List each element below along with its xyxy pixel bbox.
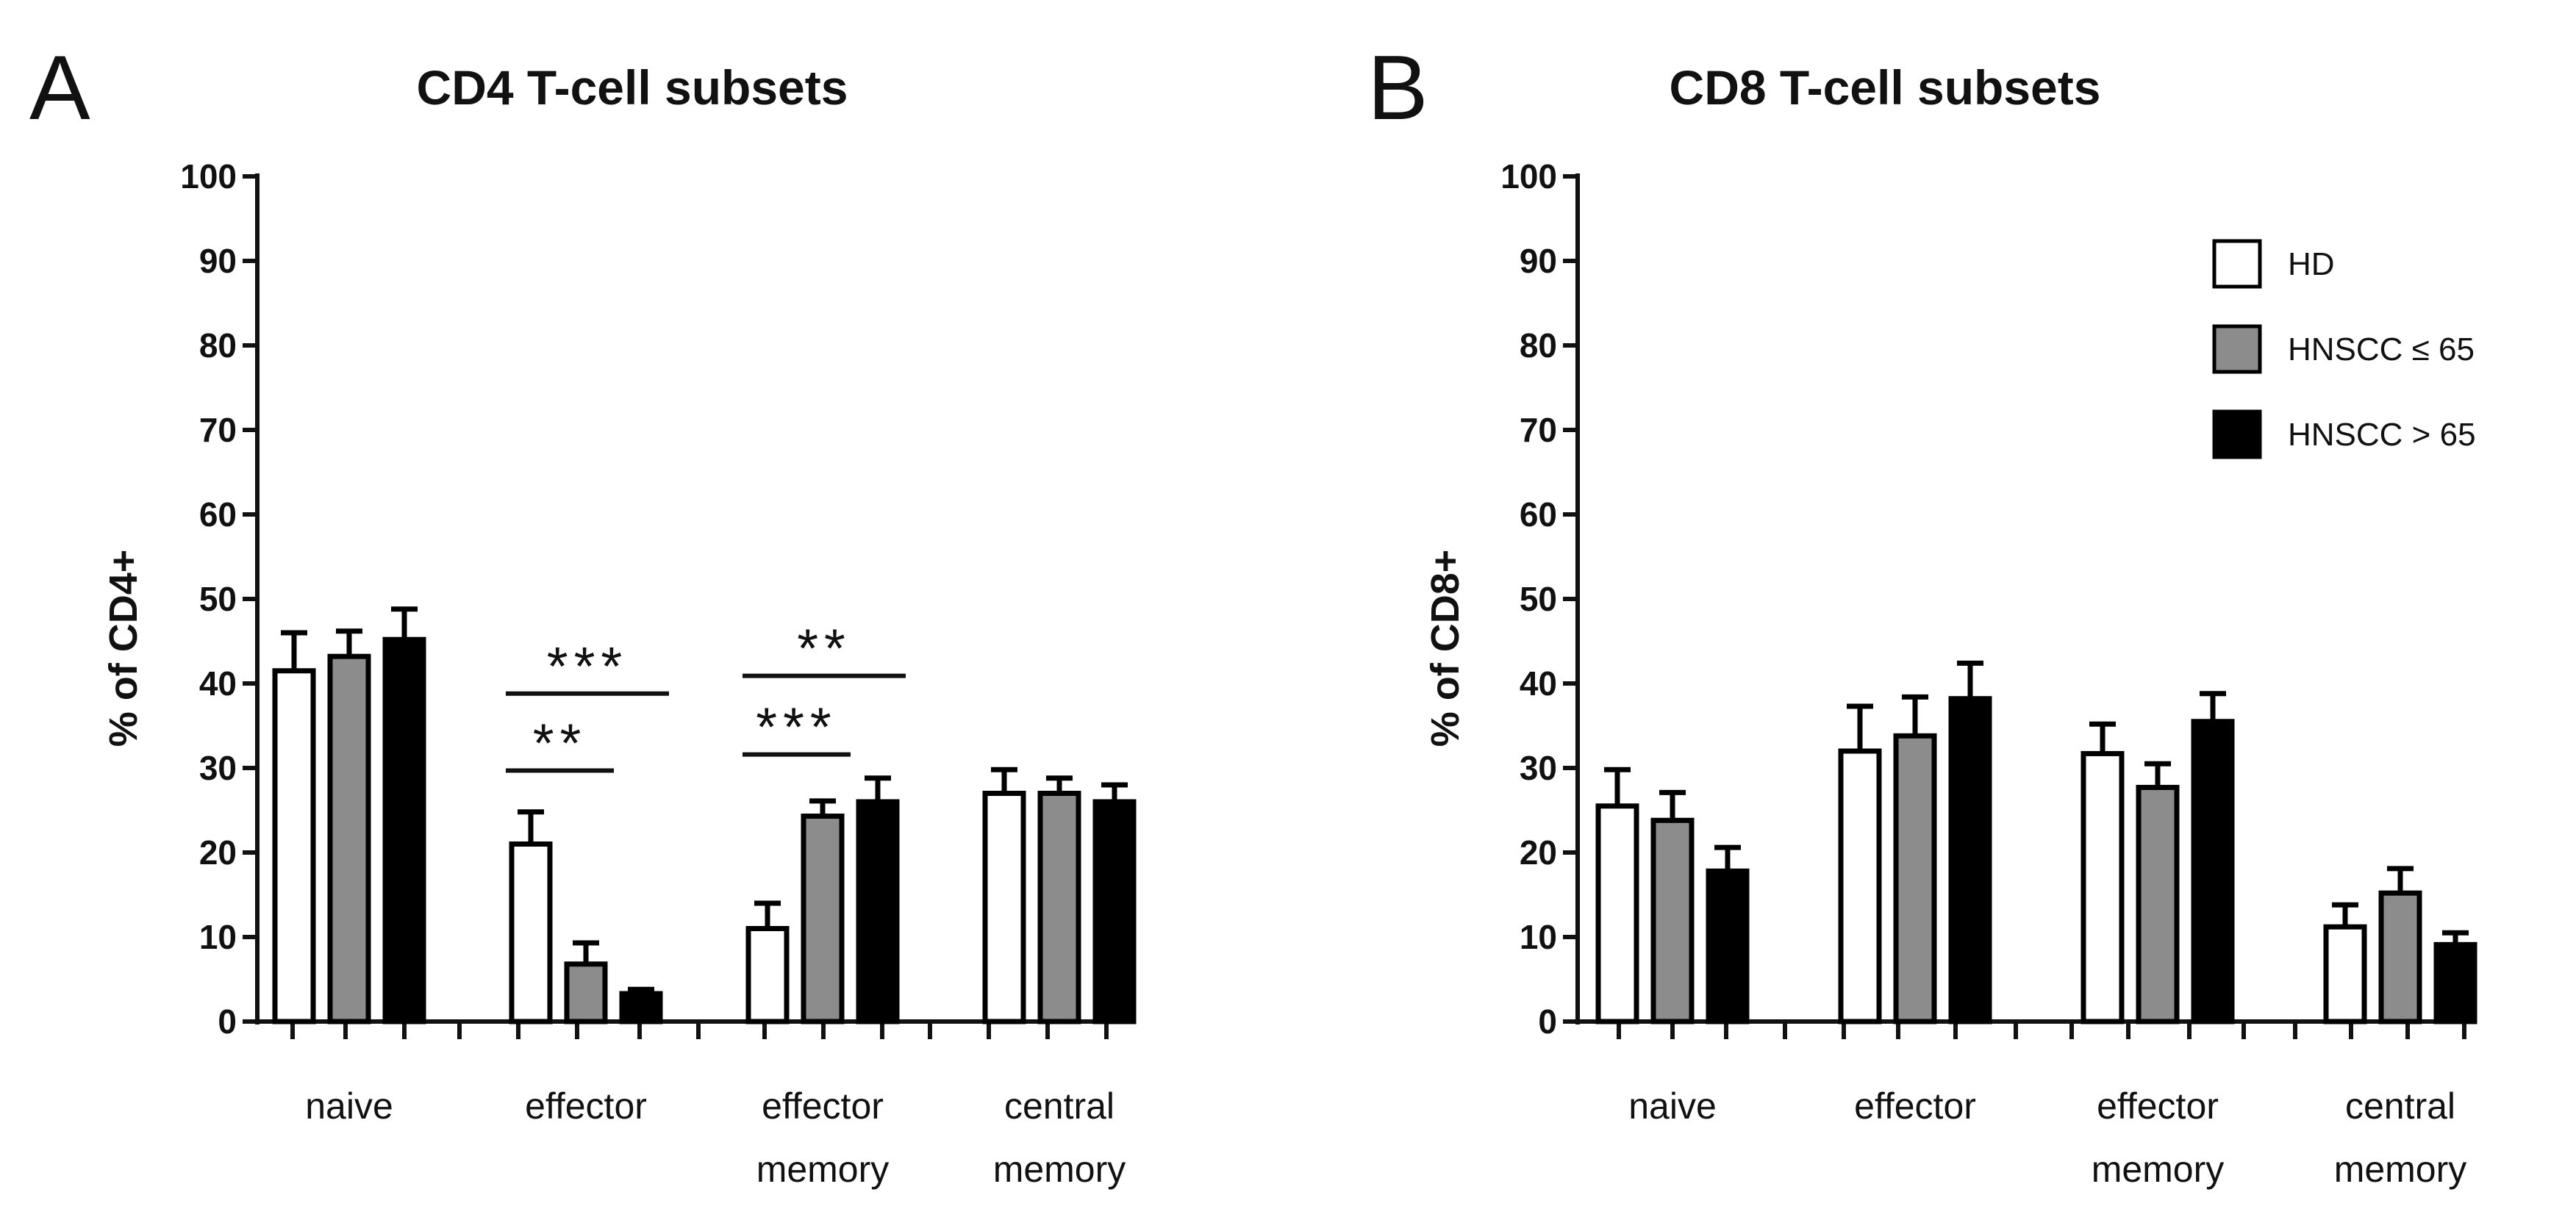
panel-b-bar [1838,748,1882,1024]
panel-b-y-tick-label: 50 [1520,580,1557,618]
panel-b-x-category-label: memory [2092,1149,2225,1190]
panel-a-bar [745,926,790,1024]
panel-a-cd4: A CD4 T-cell subsets % of CD4+ 0 10 20 30 40… [29,37,1137,1190]
panel-b-cd8: B CD8 T-cell subsets % of CD8+ 0 10 20 30 40… [1367,37,2477,1190]
panel-b-legend-swatch [2212,324,2262,374]
panel-b-bar [1595,803,1639,1024]
panel-a-y-tick-label: 90 [199,242,237,280]
panel-a-bar [382,636,426,1024]
panel-a-y-tick-label: 10 [199,918,237,956]
panel-b-y-tick-label: 80 [1520,326,1557,365]
panel-a-significance-stars: *** [756,697,837,758]
panel-a-y-tick-label: 0 [218,1002,237,1041]
panel-b-legend-swatch [2212,239,2262,289]
panel-b-y-tick-label: 40 [1520,664,1557,703]
panel-a-y-axis-label: % of CD4+ [101,550,146,747]
panel-b-bar [2136,784,2180,1024]
panel-b-x-category-label: effector [2097,1085,2219,1127]
panel-a-y-tick-label: 20 [199,833,237,872]
panel-b-y-tick-label: 60 [1520,495,1557,534]
panel-a-y-tick-label: 100 [180,157,237,195]
panel-a-y-tick-label: 30 [199,749,237,787]
panel-a-bar [619,991,663,1024]
panel-b-y-tick-label: 30 [1520,749,1557,787]
panel-b-legend-label: HD [2288,246,2335,282]
panel-b-x-category-label: memory [2334,1149,2467,1190]
panel-a-y-tick-label: 60 [199,495,237,534]
panel-a-x-category-label: effector [525,1085,647,1127]
panel-b-bar [2378,890,2422,1024]
panel-b-x-category-label: naive [1628,1085,1717,1127]
panel-a-x-category-label: memory [756,1149,890,1190]
panel-a-bar [1092,799,1137,1024]
panel-a-significance-stars: *** [547,636,628,697]
panel-b-y-tick-label: 100 [1500,157,1557,195]
panel-a-bar [327,653,371,1024]
panel-a-x-category-label: naive [305,1085,393,1127]
panel-a-bar [272,668,316,1024]
panel-a-y-tick-label: 40 [199,664,237,703]
panel-a-significance-stars: ** [533,712,587,773]
panel-b-bar [2323,924,2367,1024]
panel-a-significance-stars: ** [797,618,851,679]
panel-a-bar [509,841,553,1024]
panel-b-bar [1650,817,1695,1024]
panel-b-legend-label: HNSCC ≤ 65 [2288,331,2475,367]
panel-b-letter: B [1367,37,1428,139]
panel-b-y-tick-label: 0 [1538,1002,1557,1041]
panel-a-letter: A [29,37,90,139]
panel-a-bar [1037,791,1081,1024]
panel-b-x-category-label: central [2345,1085,2455,1127]
panel-a-bar [856,799,900,1024]
panel-b-title: CD8 T-cell subsets [1670,60,2101,115]
panel-a-x-category-label: effector [762,1085,884,1127]
panel-a-x-category-label: central [1004,1085,1115,1127]
panel-b-bar [1948,696,1992,1024]
panel-b-x-category-label: effector [1854,1085,1976,1127]
panel-b-bar [2191,719,2235,1024]
panel-b-y-axis-label: % of CD8+ [1423,550,1467,747]
panel-b-legend-label: HNSCC > 65 [2288,417,2476,453]
panel-b-bar [1893,733,1937,1024]
panel-b-bar [2081,750,2125,1024]
panel-a-title: CD4 T-cell subsets [417,60,848,115]
panel-a-x-category-label: memory [993,1149,1126,1190]
panel-b-bar [2433,941,2477,1024]
panel-a-bar [564,961,608,1024]
panel-b-y-tick-label: 10 [1520,918,1557,956]
panel-a-y-tick-label: 50 [199,580,237,618]
panel-b-y-tick-label: 70 [1520,411,1557,449]
panel-b-legend-swatch [2212,409,2262,459]
panel-a-bar [801,814,845,1024]
panel-a-y-tick-label: 70 [199,411,237,449]
panel-a-y-tick-label: 80 [199,326,237,365]
panel-a-bar [982,791,1026,1024]
panel-b-bar [1706,868,1750,1024]
panel-b-y-tick-label: 90 [1520,242,1557,280]
panel-b-y-tick-label: 20 [1520,833,1557,872]
